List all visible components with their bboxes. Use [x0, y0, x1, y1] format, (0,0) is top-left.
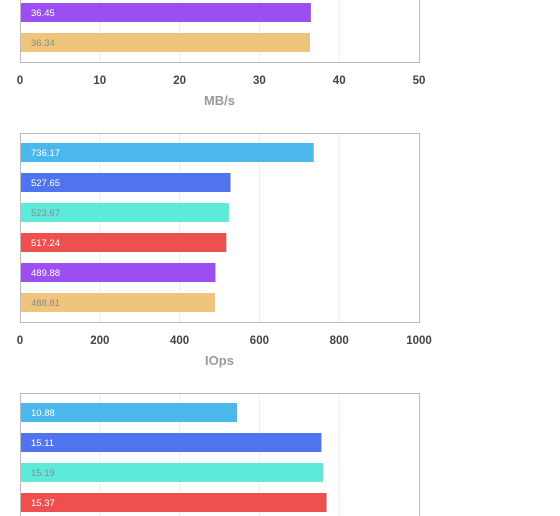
- bar: [20, 493, 327, 512]
- tick-label: 10: [93, 75, 106, 87]
- tick-label: 20: [173, 75, 186, 87]
- tick-label: 800: [330, 335, 349, 347]
- plot-frame: [20, 393, 420, 516]
- plot-frame: [20, 0, 420, 63]
- bar-value-label: 36.34: [31, 38, 55, 49]
- tick-label: 40: [333, 75, 346, 87]
- chart-panel-3: 10.88 15.11 15.19 15.37: [20, 393, 420, 516]
- bar-value-label: 527.65: [31, 178, 60, 189]
- bar: [20, 233, 227, 252]
- tick-label: 0: [17, 75, 23, 87]
- bar-value-label: 523.67: [31, 208, 60, 219]
- x-axis-label: MB/s: [204, 93, 235, 108]
- bar: [20, 203, 229, 222]
- tick-label: 30: [253, 75, 266, 87]
- bar-value-label: 489.88: [31, 268, 60, 279]
- bar: [20, 173, 231, 192]
- x-axis-label: IOps: [205, 353, 234, 368]
- bar-value-label: 517.24: [31, 238, 60, 249]
- bar: [20, 143, 314, 162]
- tick-label: 0: [17, 335, 23, 347]
- bar-value-label: 10.88: [31, 408, 55, 419]
- bar-value-label: 15.37: [31, 498, 55, 509]
- bar-value-label: 488.81: [31, 298, 60, 309]
- bar-value-label: 15.19: [31, 468, 55, 479]
- bar: [20, 33, 310, 52]
- tick-label: 600: [250, 335, 269, 347]
- plot-frame: [20, 133, 420, 323]
- bar: [20, 263, 216, 282]
- bar: [20, 293, 216, 312]
- tick-label: 50: [413, 75, 426, 87]
- bar: [20, 433, 322, 452]
- chart-panel-1: 36.45 36.34 0 10 20 30 40 50 MB/s: [17, 0, 426, 108]
- bar-value-label: 36.45: [31, 8, 55, 19]
- tick-label: 400: [170, 335, 189, 347]
- bar-value-label: 15.11: [31, 438, 54, 449]
- tick-label: 1000: [406, 335, 432, 347]
- bar: [20, 3, 311, 22]
- bar-value-label: 736.17: [31, 148, 60, 159]
- chart-panel-2: 736.17 527.65 523.67 517.24 489.88 488.81 0 200…: [17, 133, 432, 368]
- bar: [20, 463, 324, 482]
- bar: [20, 403, 238, 422]
- tick-label: 200: [90, 335, 109, 347]
